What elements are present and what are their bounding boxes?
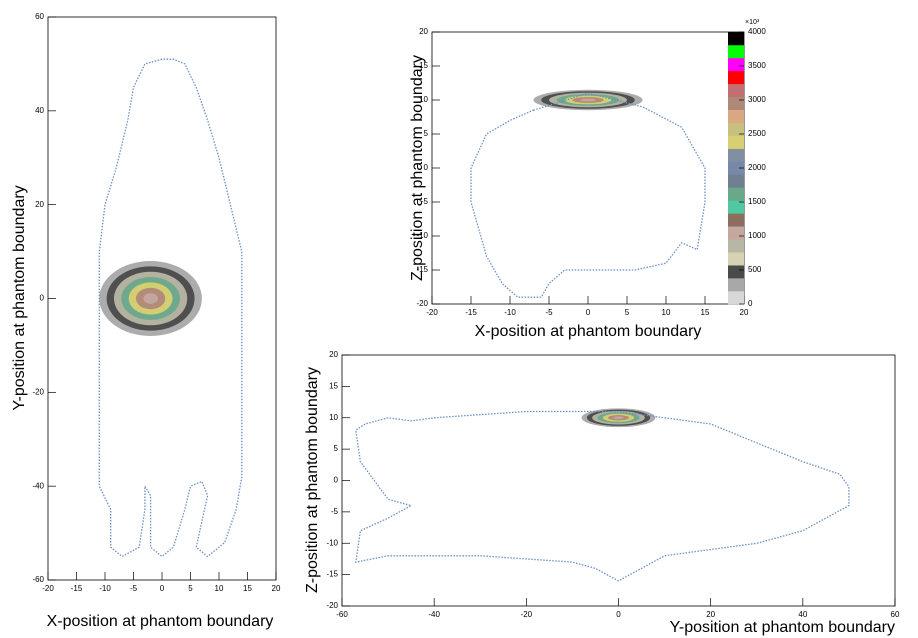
x-tick-label: 5 (625, 308, 630, 317)
y-tick-label: 0 (424, 163, 429, 172)
colorbar-band (728, 252, 744, 266)
x-tick-label: -10 (504, 308, 516, 317)
y-tick-label: -20 (326, 601, 338, 610)
phantom-outline (98, 58, 243, 558)
phantom-outline (355, 410, 850, 582)
x-tick-label: -20 (521, 610, 533, 619)
colorbar-band (728, 70, 744, 85)
colorbar-tick-label: 0 (748, 299, 753, 308)
x-tick-label: 10 (662, 308, 671, 317)
x-tick-label: 10 (215, 584, 224, 593)
y-tick-label: -5 (331, 507, 339, 516)
colorbar-band (728, 44, 744, 59)
colorbar-band (728, 96, 744, 111)
y-tick-label: -5 (421, 197, 429, 206)
y-tick-label: 5 (334, 444, 339, 453)
phantom-outline (470, 92, 706, 298)
colorbar-band (728, 109, 744, 123)
y-tick-label: 40 (35, 106, 44, 115)
y-tick-label: -10 (416, 231, 428, 240)
colorbar-band (728, 213, 744, 227)
y-tick-label: -40 (32, 481, 44, 490)
y-tick-label: 60 (35, 12, 44, 21)
x-axis-title: Y-position at phantom boundary (670, 619, 895, 636)
y-tick-label: -20 (416, 299, 428, 308)
colorbar-band (728, 239, 744, 253)
y-axis-title: Z-position at phantom boundary (304, 367, 321, 593)
x-tick-label: -20 (42, 584, 54, 593)
colorbar-tick-label: 2000 (748, 163, 766, 172)
y-tick-label: 15 (419, 61, 428, 70)
colorbar-band (728, 291, 744, 305)
colorbar-band (728, 57, 744, 72)
colorbar-band (728, 122, 744, 136)
colorbar-band (728, 187, 744, 201)
x-tick-label: 60 (891, 610, 900, 619)
colorbar-tick-label: 4000 (748, 27, 766, 36)
y-axis-title: Y-position at phantom boundary (11, 185, 28, 410)
x-tick-label: -10 (99, 584, 111, 593)
x-tick-label: -20 (426, 308, 438, 317)
y-tick-label: -60 (32, 575, 44, 584)
colorbar-band (728, 32, 744, 46)
colorbar-tick-label: 1500 (748, 197, 766, 206)
x-tick-label: 40 (798, 610, 807, 619)
x-tick-label: -40 (428, 610, 440, 619)
x-axis-title: X-position at phantom boundary (475, 323, 702, 340)
y-tick-label: 0 (334, 476, 339, 485)
y-tick-label: 10 (419, 95, 428, 104)
x-tick-label: -60 (336, 610, 348, 619)
colorbar-tick-label: 2500 (748, 129, 766, 138)
colorbar-tick-label: 500 (748, 265, 762, 274)
y-tick-label: -10 (326, 538, 338, 547)
colorbar-band (728, 226, 744, 240)
hotspot (143, 293, 158, 304)
plot-frame (341, 354, 896, 607)
y-tick-label: -15 (416, 265, 428, 274)
y-axis-title: Z-position at phantom boundary (409, 55, 426, 281)
colorbar-band (728, 200, 744, 214)
x-tick-label: 0 (160, 584, 165, 593)
y-tick-label: 10 (329, 413, 338, 422)
x-tick-label: 0 (616, 610, 621, 619)
x-tick-label: -5 (130, 584, 138, 593)
x-tick-label: 20 (706, 610, 715, 619)
colorbar-band (728, 265, 744, 279)
x-tick-label: 15 (243, 584, 252, 593)
y-tick-label: 0 (40, 294, 45, 303)
x-tick-label: -5 (545, 308, 553, 317)
colorbar-band (728, 83, 744, 98)
colorbar-tick-label: 3000 (748, 95, 766, 104)
colorbar-tick-label: 3500 (748, 61, 766, 70)
colorbar-band (728, 278, 744, 292)
y-tick-label: 15 (329, 381, 338, 390)
x-tick-label: -15 (71, 584, 83, 593)
x-tick-label: -15 (465, 308, 477, 317)
y-tick-label: -20 (32, 387, 44, 396)
y-tick-label: 20 (35, 200, 44, 209)
colorbar-band (728, 148, 744, 162)
y-tick-label: 5 (424, 129, 429, 138)
x-tick-label: 20 (740, 308, 749, 317)
colorbar-band (728, 161, 744, 175)
x-tick-label: 5 (188, 584, 193, 593)
colorbar-tick-label: 1000 (748, 231, 766, 240)
plot-frame (431, 31, 745, 305)
hotspot (580, 98, 596, 102)
x-tick-label: 0 (586, 308, 591, 317)
y-tick-label: 20 (419, 27, 428, 36)
x-tick-label: 15 (701, 308, 710, 317)
colorbar-exponent: ×10³ (745, 19, 760, 26)
hotspot (613, 416, 624, 420)
colorbar-band (728, 135, 744, 149)
y-tick-label: 20 (329, 350, 338, 359)
x-tick-label: 20 (272, 584, 281, 593)
y-tick-label: -15 (326, 570, 338, 579)
colorbar-band (728, 174, 744, 188)
x-axis-title: X-position at phantom boundary (47, 613, 274, 630)
